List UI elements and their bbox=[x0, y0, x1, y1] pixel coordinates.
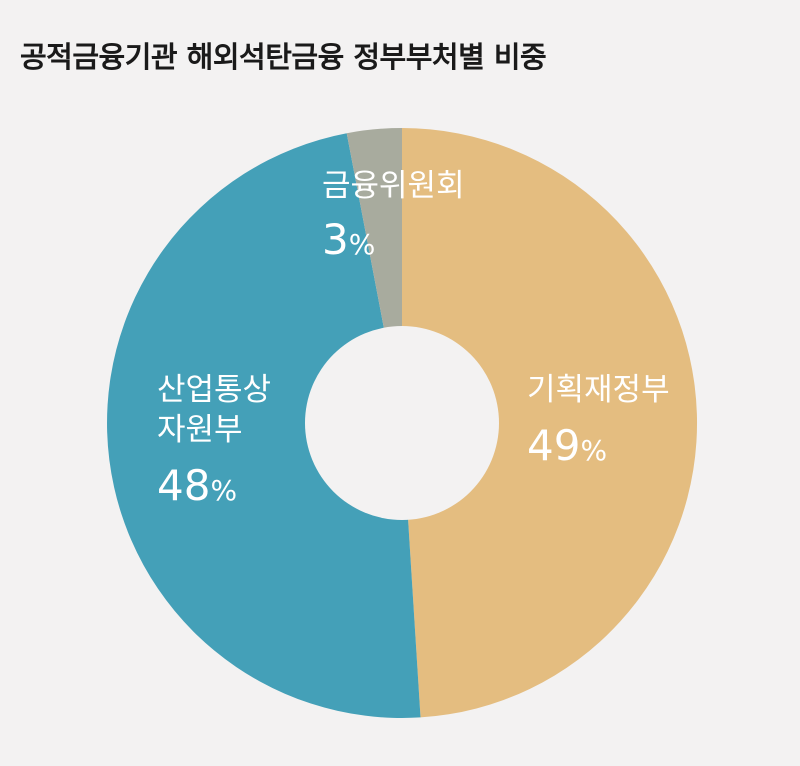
pie-slice-1 bbox=[402, 128, 698, 718]
slice-unit-3: % bbox=[349, 228, 376, 261]
slice-label-3: 금융위원회 bbox=[322, 168, 465, 204]
slice-label-1: 기획재정부 bbox=[527, 372, 670, 408]
slice-unit-2: % bbox=[210, 474, 237, 507]
chart-title: 공적금융기관 해외석탄금융 정부부처별 비중 bbox=[20, 40, 547, 74]
slice-value-2: 48% bbox=[157, 461, 237, 510]
donut-hole bbox=[305, 326, 499, 520]
slice-value-3: 3% bbox=[322, 215, 375, 264]
slice-unit-1: % bbox=[580, 434, 607, 467]
pie-slice-2 bbox=[107, 133, 421, 719]
slice-label-2-line-1: 산업통상 bbox=[157, 372, 271, 408]
slice-label-2-line-2: 자원부 bbox=[157, 412, 243, 448]
slice-value-1: 49% bbox=[527, 421, 607, 470]
